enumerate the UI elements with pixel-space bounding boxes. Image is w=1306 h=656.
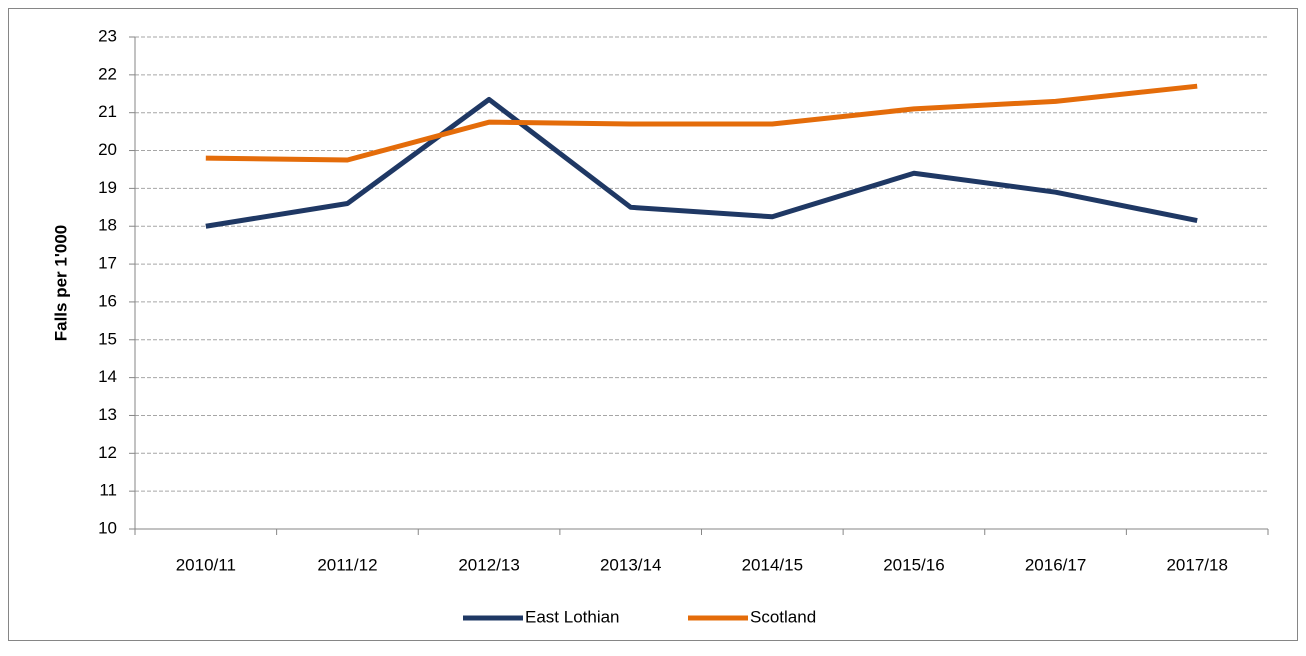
y-tick-label: 10 [98,518,117,537]
y-tick-label: 13 [98,405,117,424]
x-tick-label: 2017/18 [1166,555,1227,574]
y-tick-label: 18 [98,216,117,235]
x-tick-label: 2012/13 [458,555,519,574]
series-line [205,83,1198,163]
y-tick-label: 12 [98,443,117,462]
x-tick-label: 2011/12 [317,555,377,574]
x-tick-label: 2013/14 [600,555,661,574]
x-tick-label: 2010/11 [176,555,236,574]
y-tick-label: 11 [99,481,117,500]
y-tick-label: 16 [98,291,117,310]
y-tick-label: 20 [98,140,117,159]
x-tick-label: 2015/16 [883,555,944,574]
y-tick-label: 15 [98,329,117,348]
y-tick-label: 17 [98,254,117,273]
y-tick-label: 14 [98,367,117,386]
legend-label: Scotland [750,607,816,626]
y-tick-label: 19 [98,178,117,197]
chart-frame [8,8,1298,641]
y-tick-label: 23 [98,26,117,45]
y-tick-label: 22 [98,64,117,83]
legend-label: East Lothian [525,607,620,626]
x-tick-label: 2014/15 [742,555,803,574]
series-line [205,96,1198,229]
y-tick-label: 21 [98,102,117,121]
y-axis-label: Falls per 1'000 [51,225,70,342]
x-tick-label: 2016/17 [1025,555,1086,574]
